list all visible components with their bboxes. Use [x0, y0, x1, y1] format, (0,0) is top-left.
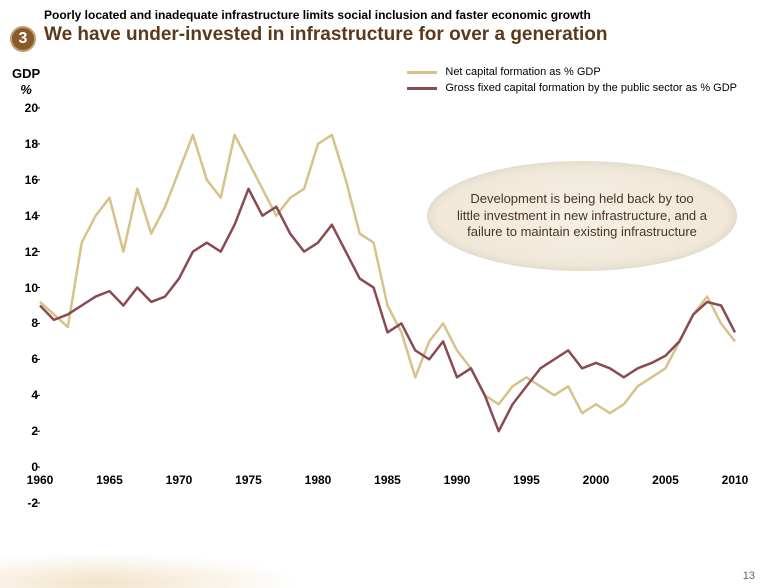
x-tick-label: 1985	[374, 473, 401, 487]
chart-legend: Net capital formation as % GDP Gross fix…	[407, 66, 737, 98]
y-tick-label: 16	[22, 173, 38, 187]
chart-container: GDP % Net capital formation as % GDP Gro…	[20, 66, 747, 536]
legend-swatch	[407, 87, 437, 90]
y-tick-label: -2	[22, 496, 38, 510]
x-tick-label: 1980	[305, 473, 332, 487]
callout-text: Development is being held back by too li…	[457, 191, 707, 242]
y-tick-label: 8	[22, 316, 38, 330]
legend-item: Gross fixed capital formation by the pub…	[407, 82, 737, 94]
y-tick-label: 20	[22, 101, 38, 115]
legend-item: Net capital formation as % GDP	[407, 66, 737, 78]
y-tick-label: 14	[22, 209, 38, 223]
page-number: 13	[743, 570, 755, 582]
x-tick-label: 1960	[27, 473, 54, 487]
y-axis-label: GDP %	[12, 66, 40, 97]
x-tick-label: 1990	[444, 473, 471, 487]
legend-swatch	[407, 71, 437, 74]
slide-header: 3 Poorly located and inadequate infrastr…	[0, 0, 767, 56]
x-tick-label: 1970	[166, 473, 193, 487]
callout-bubble: Development is being held back by too li…	[427, 161, 737, 271]
slide-subtitle: Poorly located and inadequate infrastruc…	[44, 8, 757, 22]
y-tick-label: 2	[22, 424, 38, 438]
x-tick-label: 2000	[583, 473, 610, 487]
legend-label: Gross fixed capital formation by the pub…	[445, 82, 737, 94]
ylabel-line2: %	[12, 82, 40, 98]
x-tick-label: 2010	[722, 473, 749, 487]
decorative-footer-wave	[0, 553, 360, 588]
y-tick-label: 18	[22, 137, 38, 151]
legend-label: Net capital formation as % GDP	[445, 66, 600, 78]
ylabel-line1: GDP	[12, 66, 40, 82]
x-tick-label: 1995	[513, 473, 540, 487]
header-text-block: Poorly located and inadequate infrastruc…	[44, 8, 757, 46]
section-number-badge: 3	[10, 26, 36, 52]
y-tick-label: 10	[22, 281, 38, 295]
y-tick-label: 4	[22, 388, 38, 402]
slide-title: We have under-invested in infrastructure…	[44, 24, 757, 46]
x-tick-label: 2005	[652, 473, 679, 487]
y-tick-label: 6	[22, 352, 38, 366]
badge-number: 3	[19, 30, 28, 48]
y-tick-label: 0	[22, 460, 38, 474]
x-tick-label: 1965	[96, 473, 123, 487]
y-tick-label: 12	[22, 245, 38, 259]
x-tick-label: 1975	[235, 473, 262, 487]
